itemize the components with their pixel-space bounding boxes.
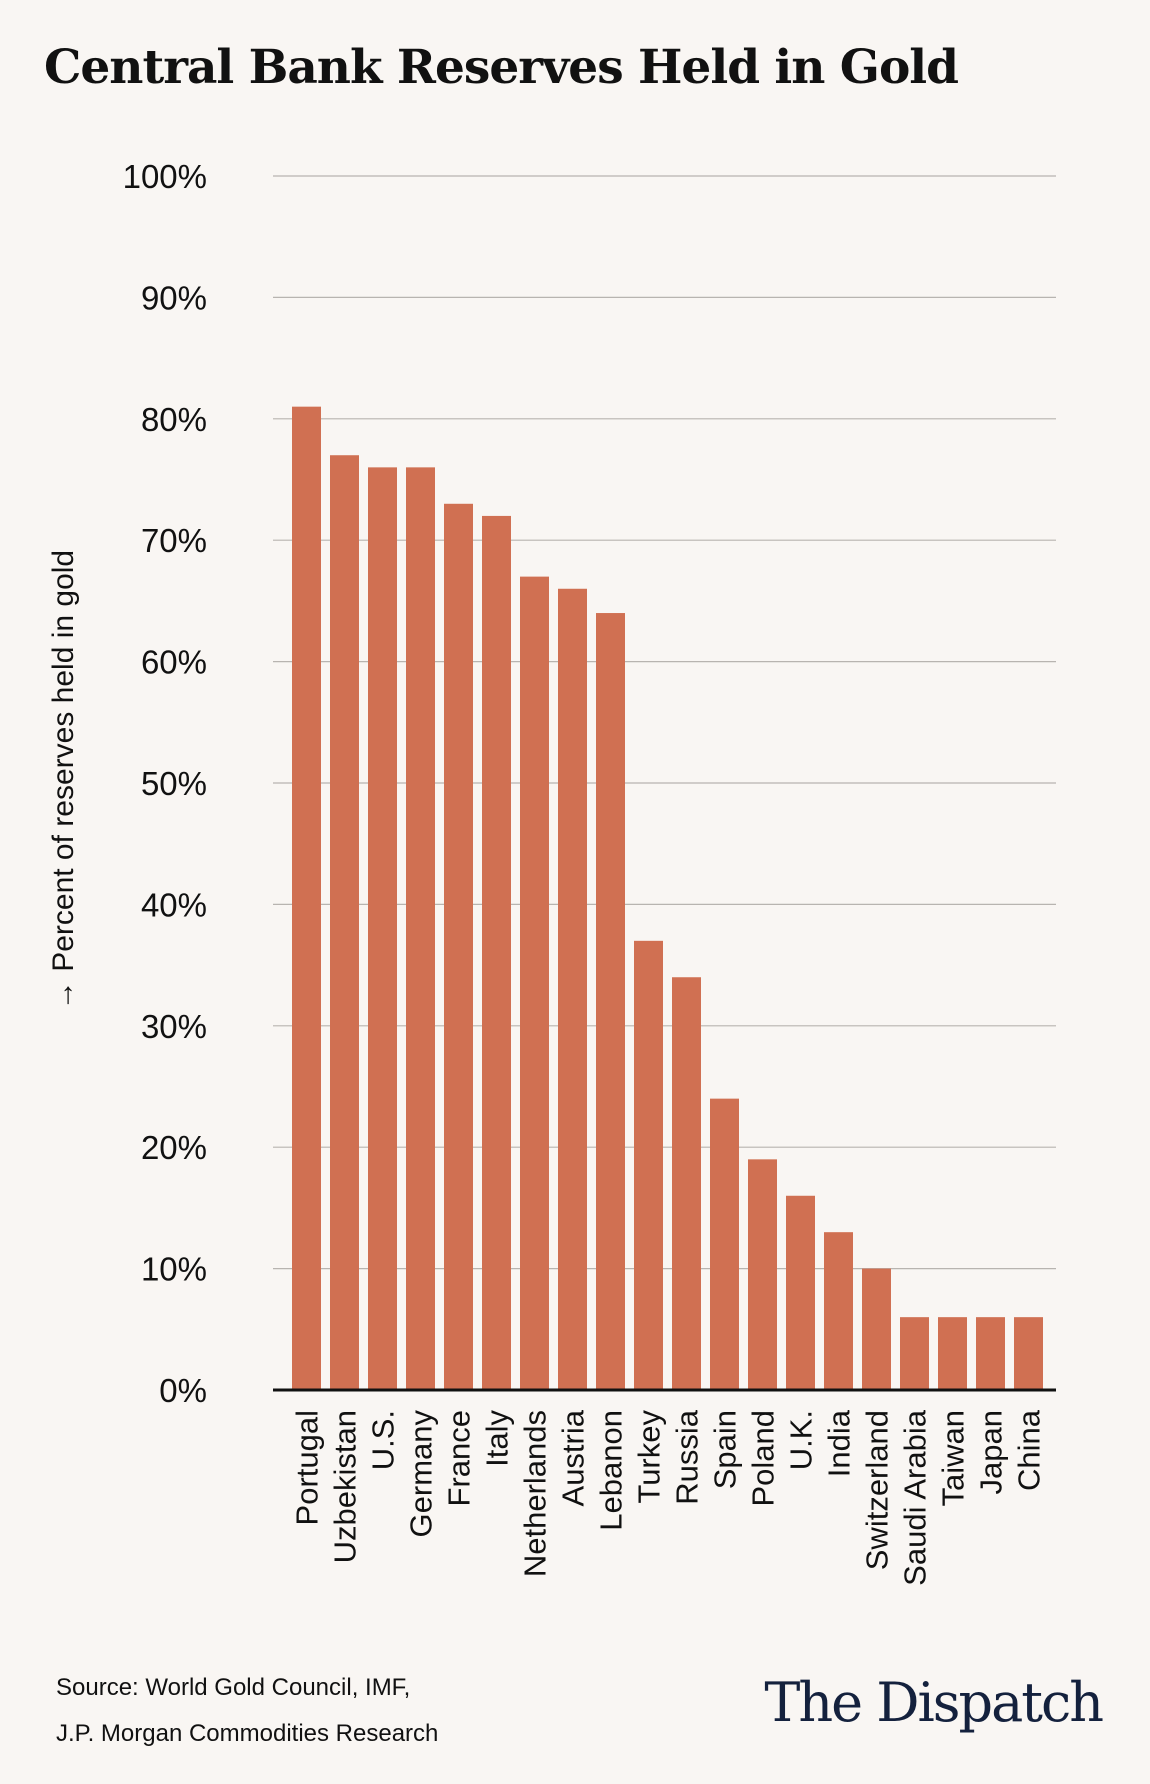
x-tick-label: Japan (974, 1410, 1009, 1494)
x-tick-label: Portugal (290, 1410, 325, 1525)
source-note: Source: World Gold Council, IMF, J.P. Mo… (56, 1665, 438, 1757)
source-line-2: J.P. Morgan Commodities Research (56, 1720, 439, 1747)
x-tick-label: India (822, 1409, 857, 1477)
bar-germany (406, 467, 435, 1390)
y-tick-label: 50% (141, 765, 207, 802)
bar-italy (482, 515, 511, 1390)
bar-taiwan (938, 1317, 967, 1390)
x-tick-label: U.S. (366, 1410, 401, 1470)
y-tick-label: 70% (141, 522, 207, 559)
x-tick-label: U.K. (784, 1410, 819, 1470)
bar-switzerland (862, 1268, 891, 1390)
y-tick-label: 40% (141, 886, 207, 923)
x-tick-label: Uzbekistan (328, 1410, 363, 1563)
bar-lebanon (596, 613, 625, 1390)
x-tick-label: Netherlands (518, 1410, 553, 1577)
x-tick-label: Poland (746, 1410, 781, 1507)
x-tick-label: Russia (670, 1409, 705, 1505)
bar-india (824, 1232, 853, 1390)
x-tick-label: China (1012, 1409, 1047, 1491)
bar-spain (710, 1098, 739, 1390)
bar-china (1014, 1317, 1043, 1390)
bar-france (444, 503, 473, 1390)
x-tick-label: Spain (708, 1410, 743, 1489)
x-tick-label: Saudi Arabia (898, 1409, 933, 1586)
x-tick-label: France (442, 1410, 477, 1506)
x-tick-label: Italy (480, 1410, 515, 1467)
bar-u-k- (786, 1195, 815, 1390)
y-axis-label: → Percent of reserves held in gold (47, 550, 80, 1010)
y-tick-label: 80% (141, 401, 207, 438)
x-tick-label: Turkey (632, 1410, 667, 1504)
bar-portugal (292, 406, 321, 1390)
bar-poland (748, 1159, 777, 1390)
y-tick-label: 60% (141, 644, 207, 681)
bar-austria (558, 588, 587, 1390)
y-tick-label: 30% (141, 1008, 207, 1045)
x-tick-label: Austria (556, 1409, 591, 1506)
y-tick-label: 20% (141, 1129, 207, 1166)
y-tick-label: 100% (123, 158, 207, 195)
chart-title: Central Bank Reserves Held in Gold (44, 40, 959, 95)
bar-russia (672, 977, 701, 1390)
source-line-1: Source: World Gold Council, IMF, (56, 1674, 411, 1701)
y-tick-label: 10% (141, 1251, 207, 1288)
y-tick-label: 0% (159, 1372, 207, 1409)
bar-netherlands (520, 576, 549, 1390)
bar-saudi-arabia (900, 1317, 929, 1390)
bar-uzbekistan (330, 455, 359, 1391)
bar-japan (976, 1317, 1005, 1390)
x-tick-label: Taiwan (936, 1410, 971, 1507)
y-tick-label: 90% (141, 279, 207, 316)
x-tick-label: Germany (404, 1410, 439, 1538)
bar-u-s- (368, 467, 397, 1390)
bar-turkey (634, 940, 663, 1390)
x-tick-label: Lebanon (594, 1410, 629, 1531)
x-tick-label: Switzerland (860, 1410, 895, 1570)
the-dispatch-logo: The Dispatch (764, 1671, 1104, 1734)
